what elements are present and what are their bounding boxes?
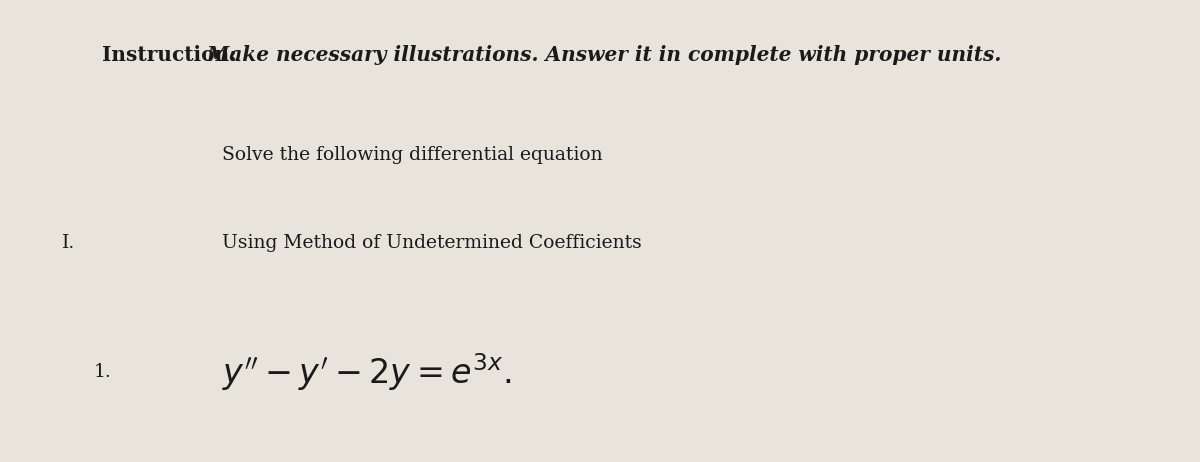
Text: Using Method of Undetermined Coefficients: Using Method of Undetermined Coefficient… — [222, 234, 642, 251]
Text: Make necessary illustrations. Answer it in complete with proper units.: Make necessary illustrations. Answer it … — [186, 45, 1001, 66]
Text: Instruction:: Instruction: — [102, 45, 236, 66]
Text: $y'' - y' - 2y = e^{3x}.$: $y'' - y' - 2y = e^{3x}.$ — [222, 351, 511, 393]
Text: 1.: 1. — [94, 363, 112, 381]
Text: I.: I. — [62, 234, 76, 251]
Text: Solve the following differential equation: Solve the following differential equatio… — [222, 146, 602, 164]
